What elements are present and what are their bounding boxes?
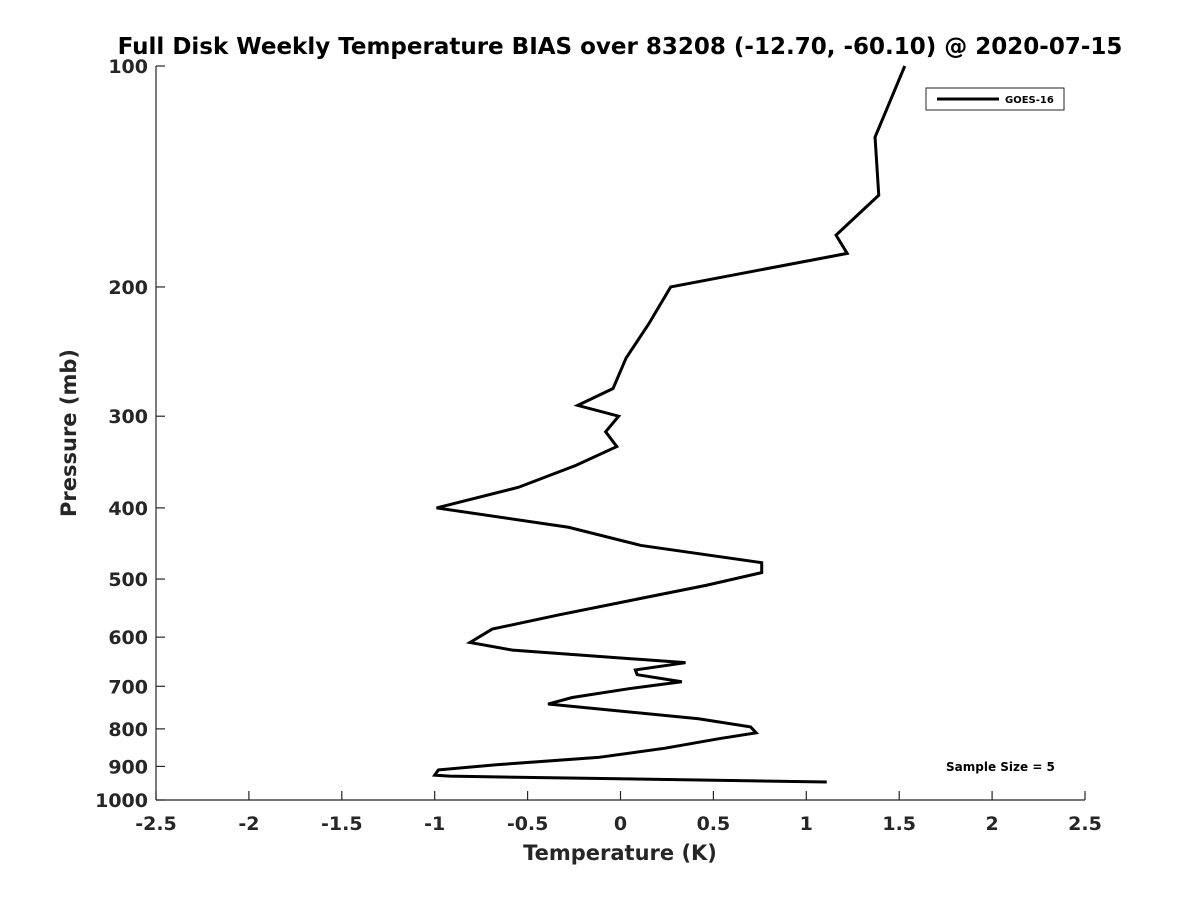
- chart-title: Full Disk Weekly Temperature BIAS over 8…: [118, 34, 1123, 60]
- y-axis-ticks: 100 200 300 400 500 600 700 800 900 1000: [95, 56, 165, 812]
- x-axis-label: Temperature (K): [523, 841, 717, 865]
- x-tick-label: 0.5: [697, 813, 731, 835]
- x-tick-label: 1: [800, 813, 813, 835]
- x-tick-label: -2.5: [135, 813, 177, 835]
- y-tick-label: 700: [108, 676, 148, 698]
- x-tick-label: -1: [424, 813, 445, 835]
- legend: GOES-16: [925, 87, 1065, 111]
- x-tick-label: -1.5: [321, 813, 363, 835]
- x-tick-label: 2: [985, 813, 998, 835]
- y-tick-label: 1000: [95, 790, 148, 812]
- legend-label: GOES-16: [1005, 95, 1054, 106]
- y-tick-label: 800: [108, 719, 148, 741]
- y-tick-label: 500: [108, 569, 148, 591]
- x-tick-label: 1.5: [882, 813, 916, 835]
- y-axis-label: Pressure (mb): [57, 349, 81, 517]
- series-layer: [431, 65, 907, 784]
- x-tick-label: -0.5: [507, 813, 549, 835]
- sample-size-annotation: Sample Size = 5: [946, 760, 1055, 774]
- y-tick-label: 200: [108, 277, 148, 299]
- x-tick-label: 0: [614, 813, 627, 835]
- y-tick-label: 900: [108, 756, 148, 778]
- x-tick-label: -2: [238, 813, 259, 835]
- y-tick-label: 300: [108, 406, 148, 428]
- x-axis-ticks: -2.5 -2 -1.5 -1 -0.5 0 0.5 1 1.5 2 2.5: [135, 791, 1102, 835]
- y-tick-label: 100: [108, 56, 148, 78]
- series-line-0: [431, 65, 907, 784]
- y-tick-label: 600: [108, 627, 148, 649]
- y-tick-label: 400: [108, 498, 148, 520]
- x-tick-label: 2.5: [1068, 813, 1102, 835]
